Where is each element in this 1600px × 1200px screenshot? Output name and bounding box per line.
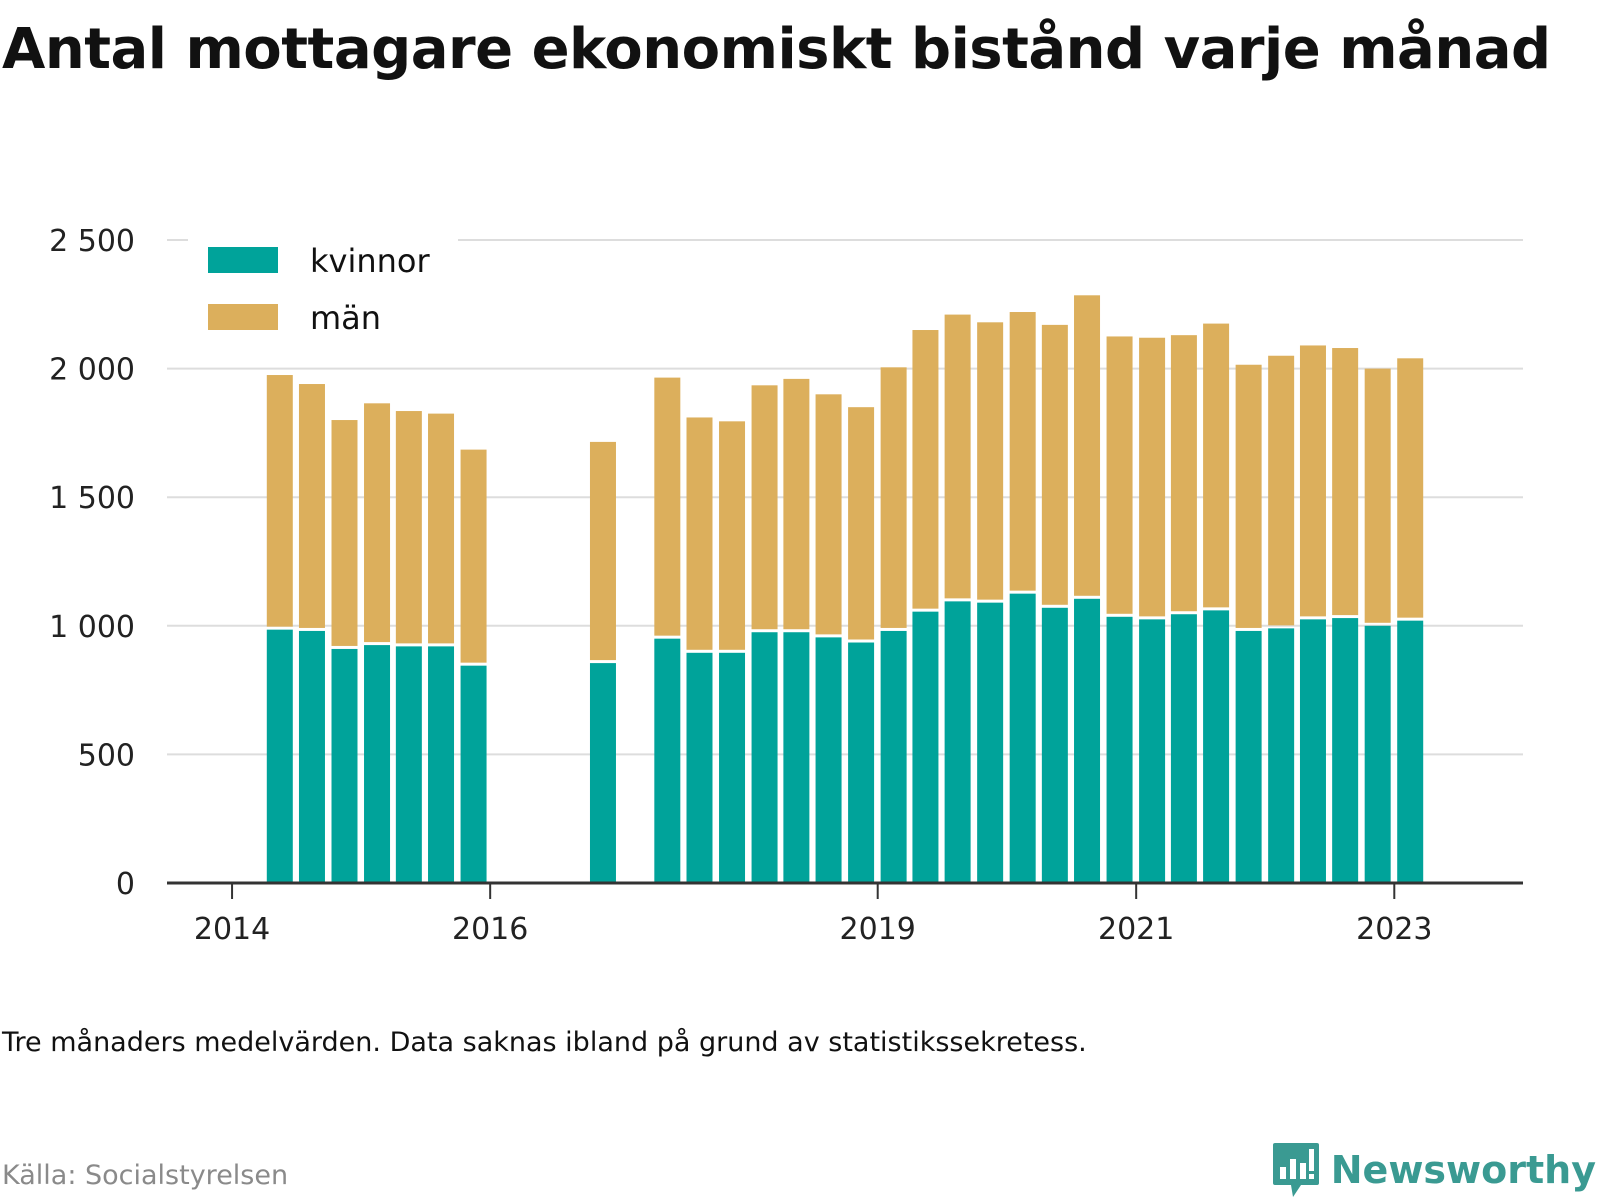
bar-man	[1106, 336, 1133, 614]
x-tick-label: 2021	[1098, 912, 1174, 947]
bar-man	[460, 449, 487, 663]
bar-man	[977, 322, 1004, 600]
bar-kvinnor	[428, 646, 455, 883]
bar-man	[751, 385, 778, 630]
bar-kvinnor	[1106, 616, 1133, 883]
x-tick-label: 2014	[194, 912, 270, 947]
bar-kvinnor	[912, 611, 939, 883]
bar-kvinnor	[1170, 614, 1197, 883]
legend-swatch	[208, 304, 278, 330]
bar-man	[266, 375, 293, 627]
bar-man	[589, 441, 616, 661]
stacked-bar-chart: 0 500 1 000 1 500 2 000 2 500 2014 2016 2019 2021…	[49, 224, 1523, 947]
bar-man	[912, 330, 939, 609]
bar-kvinnor	[848, 642, 875, 883]
bar-man	[1332, 348, 1359, 616]
bar-kvinnor	[686, 652, 713, 883]
gridlines	[167, 239, 1523, 756]
bar-kvinnor	[880, 630, 907, 883]
bar-man	[815, 394, 842, 635]
bar-kvinnor	[1041, 607, 1068, 883]
bar-man	[331, 420, 358, 646]
bar-kvinnor	[364, 645, 391, 883]
bar-man	[1139, 337, 1166, 617]
bar-kvinnor	[298, 630, 325, 883]
bar-kvinnor	[395, 646, 422, 883]
bar-kvinnor	[331, 648, 358, 883]
bar-kvinnor	[1397, 620, 1424, 883]
bar-kvinnor	[944, 601, 971, 883]
bar-man	[848, 407, 875, 640]
chart-note: Tre månaders medelvärden. Data saknas ib…	[2, 1027, 1087, 1058]
bar-kvinnor	[1268, 628, 1295, 883]
legend-swatch	[208, 247, 278, 273]
bar-man	[1203, 323, 1230, 608]
bar-kvinnor	[751, 632, 778, 883]
bar-man	[395, 411, 422, 644]
bar-kvinnor	[719, 652, 746, 883]
bar-man	[1364, 368, 1391, 623]
bar-man	[719, 421, 746, 650]
bar-man	[1268, 355, 1295, 626]
legend-label: kvinnor	[310, 242, 431, 280]
bar-man	[1397, 358, 1424, 618]
bar-kvinnor	[589, 663, 616, 883]
bar-kvinnor	[783, 632, 810, 883]
bar-man	[1235, 364, 1262, 628]
brand-name: Newsworthy	[1330, 1148, 1596, 1192]
bar-chart-speech-bubble-icon	[1272, 1143, 1319, 1197]
legend: kvinnor män	[188, 236, 458, 346]
y-tick-label: 1 000	[49, 610, 135, 645]
bar-man	[1041, 324, 1068, 605]
y-tick-label: 2 000	[49, 353, 135, 388]
bar-man	[1074, 295, 1101, 596]
bar-man	[654, 377, 681, 636]
bar-man	[298, 384, 325, 628]
legend-label: män	[310, 299, 381, 337]
y-tick-label: 1 500	[49, 481, 135, 516]
bar-man	[944, 314, 971, 599]
bar-kvinnor	[1299, 619, 1326, 883]
bar-kvinnor	[1364, 625, 1391, 883]
bar-man	[1009, 312, 1036, 591]
bar-kvinnor	[1074, 598, 1101, 883]
bars	[266, 295, 1424, 883]
bar-man	[783, 378, 810, 630]
bar-kvinnor	[1009, 593, 1036, 883]
source-credit: Källa: Socialstyrelsen	[2, 1160, 289, 1191]
bar-man	[686, 417, 713, 650]
bar-kvinnor	[1139, 619, 1166, 883]
x-tick-label: 2019	[840, 912, 916, 947]
bar-kvinnor	[815, 637, 842, 883]
bar-kvinnor	[977, 602, 1004, 883]
x-tick-label: 2016	[452, 912, 528, 947]
bar-kvinnor	[654, 638, 681, 883]
bar-kvinnor	[1203, 610, 1230, 883]
bar-man	[1170, 335, 1197, 612]
bar-kvinnor	[1235, 630, 1262, 883]
bar-man	[880, 367, 907, 628]
bar-man	[364, 403, 391, 643]
bar-kvinnor	[266, 629, 293, 883]
x-tick-label: 2023	[1356, 912, 1432, 947]
y-tick-label: 0	[116, 867, 135, 902]
axes: 0 500 1 000 1 500 2 000 2 500 2014 2016 2019 2021…	[49, 224, 1523, 947]
chart-title: Antal mottagare ekonomiskt bistånd varje…	[2, 17, 1551, 82]
bar-kvinnor	[1332, 618, 1359, 883]
bar-man	[1299, 345, 1326, 617]
bar-kvinnor	[460, 665, 487, 883]
bar-man	[428, 413, 455, 644]
y-tick-label: 2 500	[49, 224, 135, 259]
y-tick-label: 500	[78, 738, 135, 773]
brand-logo: Newsworthy	[1271, 1140, 1596, 1200]
